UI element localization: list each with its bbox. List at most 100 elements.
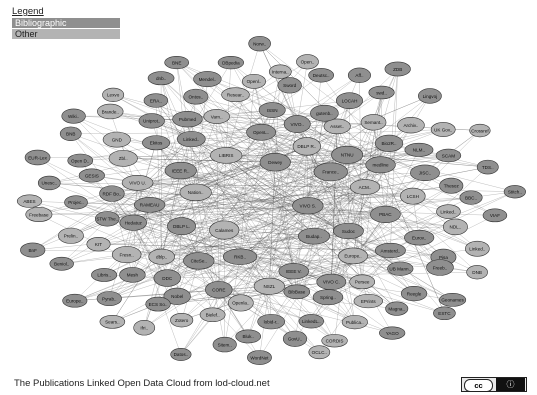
dataset-node[interactable]: GND xyxy=(102,131,131,148)
dataset-node[interactable]: lobid-r.. xyxy=(257,314,286,330)
dataset-node[interactable]: Semant.. xyxy=(360,114,387,131)
dataset-node[interactable]: swd.. xyxy=(368,85,395,100)
dataset-node[interactable]: EUR-Lex xyxy=(24,149,51,166)
dataset-node[interactable]: Eurov.. xyxy=(404,229,435,246)
dataset-node[interactable]: VIVO U. xyxy=(121,174,154,191)
dataset-node[interactable]: VIVO.. xyxy=(283,115,311,134)
dataset-node[interactable]: PBAC xyxy=(370,205,401,223)
dataset-node[interactable]: NLM.. xyxy=(404,142,434,157)
dataset-node[interactable]: NTNU xyxy=(331,145,364,164)
dataset-node[interactable]: LOCAH xyxy=(335,92,363,109)
dataset-node[interactable]: Libris.. xyxy=(91,268,118,282)
dataset-node[interactable]: DBLP L. xyxy=(167,217,196,236)
dataset-node[interactable]: VIVO C. xyxy=(316,273,347,291)
dataset-node[interactable]: Openl.. xyxy=(241,73,266,89)
dataset-node[interactable]: Freeb.. xyxy=(426,259,454,276)
dataset-node[interactable]: Sword xyxy=(277,77,302,94)
dataset-node[interactable]: Pyrab.. xyxy=(96,291,122,307)
dataset-node[interactable]: BNE xyxy=(164,55,190,70)
dataset-node[interactable]: Openla.. xyxy=(227,294,254,312)
dataset-node[interactable]: DBpedia xyxy=(217,55,244,70)
dataset-node[interactable]: Spring.. xyxy=(312,289,344,306)
dataset-node[interactable]: VIAF xyxy=(482,208,508,223)
dataset-node[interactable]: EPrints xyxy=(353,293,383,309)
dataset-node[interactable]: BBC.. xyxy=(459,190,483,205)
dataset-node[interactable]: Calames xyxy=(209,220,240,240)
dataset-node[interactable]: GovU.. xyxy=(282,330,308,347)
dataset-node[interactable]: CORE xyxy=(205,281,233,299)
dataset-node[interactable]: Projec.. xyxy=(64,195,88,210)
dataset-node[interactable]: BnF xyxy=(20,242,46,258)
dataset-node[interactable]: Freebase xyxy=(25,206,53,222)
dataset-node[interactable]: Nation.. xyxy=(179,183,212,202)
dataset-node[interactable]: STW The.. xyxy=(95,211,120,227)
dataset-node[interactable]: OCLC.. xyxy=(308,345,331,360)
dataset-node[interactable]: UB Mann.. xyxy=(387,261,414,276)
dataset-node[interactable]: GESIS xyxy=(78,168,105,183)
dataset-node[interactable]: Open D.. xyxy=(67,153,94,168)
dataset-node[interactable]: NSZL xyxy=(253,277,285,295)
dataset-node[interactable]: Bielef.. xyxy=(199,307,226,323)
dataset-node[interactable]: Archiv.. xyxy=(397,117,425,134)
dataset-node[interactable]: gutenb.. xyxy=(310,104,339,122)
dataset-node[interactable]: Hedatuz xyxy=(119,214,147,231)
dataset-node[interactable]: ERA.. xyxy=(143,93,169,108)
dataset-node[interactable]: DNB xyxy=(466,265,488,280)
dataset-node[interactable]: ZDB xyxy=(384,61,411,77)
dataset-node[interactable]: KIT xyxy=(86,236,111,252)
dataset-node[interactable]: RDF Bo.. xyxy=(99,185,125,202)
dataset-node[interactable]: Sears.. xyxy=(99,314,126,329)
dataset-node[interactable]: Europe.. xyxy=(338,247,368,265)
dataset-node[interactable]: UK Gov.. xyxy=(430,122,456,137)
dataset-node[interactable]: JISC.. xyxy=(410,164,440,182)
dataset-node[interactable]: ABES xyxy=(16,194,43,208)
dataset-node[interactable]: Bio2R.. xyxy=(374,134,404,152)
dataset-node[interactable]: Lingvoj xyxy=(418,88,442,104)
dataset-node[interactable]: Resear.. xyxy=(221,87,250,103)
dataset-node[interactable]: Ifri.. xyxy=(133,320,156,336)
dataset-node[interactable]: Sitem.. xyxy=(212,336,237,353)
dataset-node[interactable]: BNB xyxy=(59,126,82,141)
dataset-node[interactable]: OpenL.. xyxy=(246,123,277,141)
dataset-node[interactable]: Varn.. xyxy=(203,109,230,124)
dataset-node[interactable]: RKB.. xyxy=(222,248,258,265)
dataset-node[interactable]: medline xyxy=(365,156,396,174)
dataset-node[interactable]: LCSH xyxy=(400,187,426,205)
dataset-node[interactable]: DDC xyxy=(153,269,181,287)
dataset-node[interactable]: Geonames xyxy=(439,293,467,307)
dataset-node[interactable]: Asset.. xyxy=(323,118,351,135)
dataset-node[interactable]: DBLP R.. xyxy=(292,137,322,156)
dataset-node[interactable]: Nobel xyxy=(163,287,191,305)
dataset-node[interactable]: Ontos.. xyxy=(183,88,209,105)
dataset-node[interactable]: Publica.. xyxy=(341,315,368,330)
dataset-node[interactable]: Aff.. xyxy=(347,67,371,83)
dataset-node[interactable]: Interna.. xyxy=(268,64,292,79)
dataset-node[interactable]: Bluk.. xyxy=(235,329,262,344)
dataset-node[interactable]: IEEE V. xyxy=(278,263,310,280)
dataset-node[interactable]: Mendel.. xyxy=(193,71,222,88)
dataset-node[interactable]: Budap.. xyxy=(297,227,330,245)
dataset-node[interactable]: France.. xyxy=(313,162,348,182)
dataset-node[interactable]: Europe.. xyxy=(62,293,88,308)
dataset-node[interactable]: Linked.. xyxy=(177,131,206,148)
dataset-node[interactable]: IEEE R.. xyxy=(164,161,197,180)
dataset-node[interactable]: Unesc.. xyxy=(37,175,61,191)
dataset-node[interactable]: Persee xyxy=(349,274,376,290)
dataset-node[interactable]: Open.. xyxy=(296,54,319,70)
dataset-node[interactable]: Norw.. xyxy=(248,35,271,52)
dataset-node[interactable]: VIVO S. xyxy=(292,197,324,215)
dataset-node[interactable]: dblp.. xyxy=(148,248,175,265)
dataset-node[interactable]: Crossref xyxy=(469,123,491,138)
dataset-node[interactable]: Linked.. xyxy=(465,240,490,257)
dataset-node[interactable]: CiteSe.. xyxy=(183,252,215,270)
dataset-node[interactable]: SCAM xyxy=(435,148,462,163)
dataset-node[interactable]: BibBase xyxy=(283,284,311,300)
dataset-node[interactable]: ISSN xyxy=(258,102,286,118)
dataset-node[interactable]: Thesoz xyxy=(439,177,464,194)
dataset-node[interactable]: ACM.. xyxy=(349,179,381,195)
dataset-node[interactable]: Wiki.. xyxy=(61,108,86,124)
dataset-node[interactable]: Linked.. xyxy=(436,204,461,219)
dataset-node[interactable]: CORDIS xyxy=(321,334,348,348)
dataset-node[interactable]: ESTC xyxy=(433,306,456,321)
dataset-node[interactable]: NDL.. xyxy=(442,218,468,236)
